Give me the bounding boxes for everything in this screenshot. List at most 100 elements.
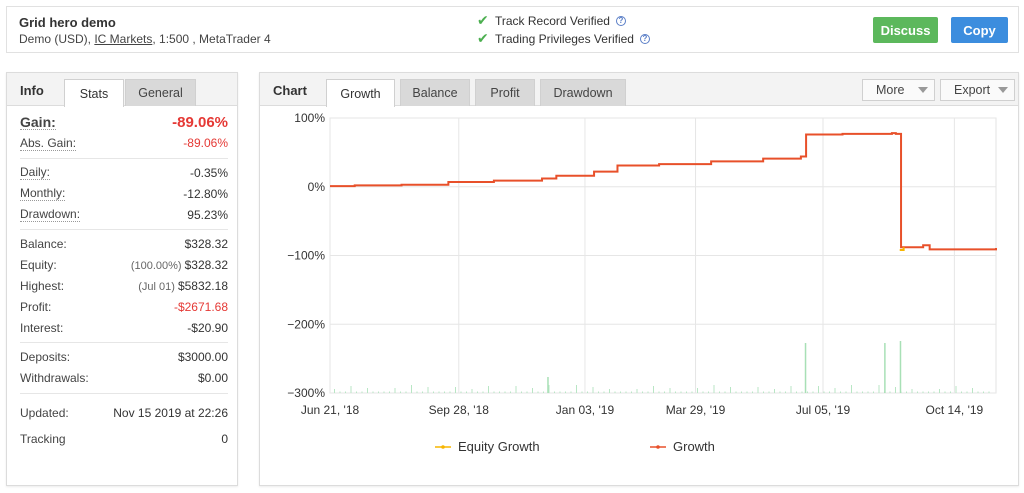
trading-privileges-label: Trading Privileges Verified [495, 31, 634, 46]
export-dropdown[interactable]: Export [940, 79, 1015, 101]
help-icon[interactable]: ? [639, 33, 650, 44]
tracking-row: Tracking 0 [20, 426, 228, 452]
volume-bar [449, 391, 451, 393]
gain-value: -89.06% [172, 113, 228, 131]
volume-bar [785, 391, 786, 393]
account-type: Demo (USD), [19, 32, 95, 46]
volume-bar [466, 391, 467, 393]
volume-bar [493, 391, 495, 393]
tab-stats[interactable]: Stats [64, 79, 124, 107]
info-tabs: Info Stats General [7, 73, 237, 107]
balance-label: Balance: [20, 237, 67, 252]
volume-bar [653, 386, 654, 393]
volume-bar [416, 391, 418, 393]
volume-bar [884, 343, 886, 393]
daily-row: Daily: -0.35% [20, 163, 228, 184]
volume-bar [642, 391, 643, 393]
volume-bar [515, 386, 517, 393]
volume-bar [504, 391, 506, 393]
trading-privileges-verified: ✔ Trading Privileges Verified ? [477, 30, 650, 47]
interest-value: -$20.90 [187, 320, 228, 335]
volume-bar [724, 391, 726, 393]
deposits-value: $3000.00 [177, 350, 228, 365]
volume-bar [537, 391, 539, 393]
volume-bar [933, 391, 935, 393]
volume-bar [444, 391, 445, 393]
stats-list: Gain: -89.06% Abs. Gain: -89.06% Daily: … [20, 106, 228, 456]
withdrawals-value: $0.00 [197, 371, 228, 386]
volume-bar [345, 391, 346, 393]
volume-bar [691, 391, 693, 393]
volume-bar [752, 391, 753, 393]
highest-amount: $5832.18 [177, 278, 228, 293]
copy-button[interactable]: Copy [951, 17, 1008, 43]
tab-drawdown[interactable]: Drawdown [540, 79, 626, 106]
profit-value: -$2671.68 [173, 299, 228, 314]
equity-value: (100.00%) $328.32 [131, 258, 228, 272]
volume-bar [812, 391, 814, 393]
volume-bar [972, 388, 973, 393]
monthly-row: Monthly: -12.80% [20, 183, 228, 204]
volume-bar [719, 391, 720, 393]
tab-profit[interactable]: Profit [475, 79, 535, 106]
volume-bar [559, 391, 561, 393]
volume-bar [790, 386, 792, 393]
tab-growth[interactable]: Growth [326, 79, 395, 107]
chevron-down-icon [998, 87, 1008, 93]
volume-bar [834, 388, 836, 393]
volume-bar [801, 391, 803, 393]
volume-bar [917, 391, 918, 393]
volume-bar [576, 385, 577, 393]
updated-group: Updated: Nov 15 2019 at 22:26 Tracking 0 [20, 394, 228, 456]
tab-balance[interactable]: Balance [400, 79, 470, 106]
volume-bar [367, 388, 368, 393]
volume-bar [427, 387, 429, 393]
highest-date: (Jul 01) [138, 280, 175, 293]
volume-bar [955, 386, 957, 393]
volume-bar [532, 388, 533, 393]
drawdown-value: 95.23% [187, 207, 228, 222]
volume-bar [614, 391, 616, 393]
drawdown-row: Drawdown: 95.23% [20, 204, 228, 225]
broker-link[interactable]: IC Markets [94, 32, 153, 46]
deposits-label: Deposits: [20, 350, 71, 365]
x-tick-label: Mar 29, '19 [666, 403, 726, 417]
monthly-value: -12.80% [183, 186, 228, 201]
account-subtitle: Demo (USD), IC Markets, 1:500 , MetaTrad… [19, 32, 271, 46]
volume-bar [565, 391, 566, 393]
help-icon[interactable]: ? [615, 15, 626, 26]
volume-bar [702, 391, 704, 393]
volume-bar [625, 391, 627, 393]
volume-bar [845, 391, 847, 393]
tab-general[interactable]: General [125, 79, 196, 106]
more-dropdown[interactable]: More [862, 79, 935, 101]
volume-bar [394, 388, 396, 393]
volume-bar [862, 391, 863, 393]
growth-chart[interactable]: 100% 0% −100% −200% −300% Jun 21, '18 Sep 28, … [260, 106, 1018, 486]
tracking-value: 0 [221, 431, 228, 446]
highest-label: Highest: [20, 278, 65, 293]
volume-bar [510, 391, 511, 393]
gain-row: Gain: -89.06% [20, 112, 228, 133]
track-record-label: Track Record Verified [495, 13, 610, 28]
export-label: Export [954, 83, 991, 97]
x-tick-label: Oct 14, '19 [926, 403, 984, 417]
volume-bar [609, 389, 610, 393]
discuss-button[interactable]: Discuss [873, 17, 938, 43]
volume-bar [433, 391, 434, 393]
updated-value: Nov 15 2019 at 22:26 [113, 405, 228, 420]
volume-bar [547, 377, 549, 393]
volume-bar [735, 391, 737, 393]
equity-label: Equity: [20, 258, 57, 273]
volume-bar [686, 391, 687, 393]
gain-label: Gain: [20, 113, 56, 130]
x-tick-label: Jun 21, '18 [301, 403, 360, 417]
volume-bar [636, 389, 638, 393]
volume-bar [361, 391, 363, 393]
volume-bar [867, 391, 869, 393]
volume-bar [350, 386, 352, 393]
volume-bar [570, 391, 572, 393]
volume-bar [334, 389, 335, 393]
volume-bars [334, 341, 990, 393]
volume-bar [405, 391, 407, 393]
